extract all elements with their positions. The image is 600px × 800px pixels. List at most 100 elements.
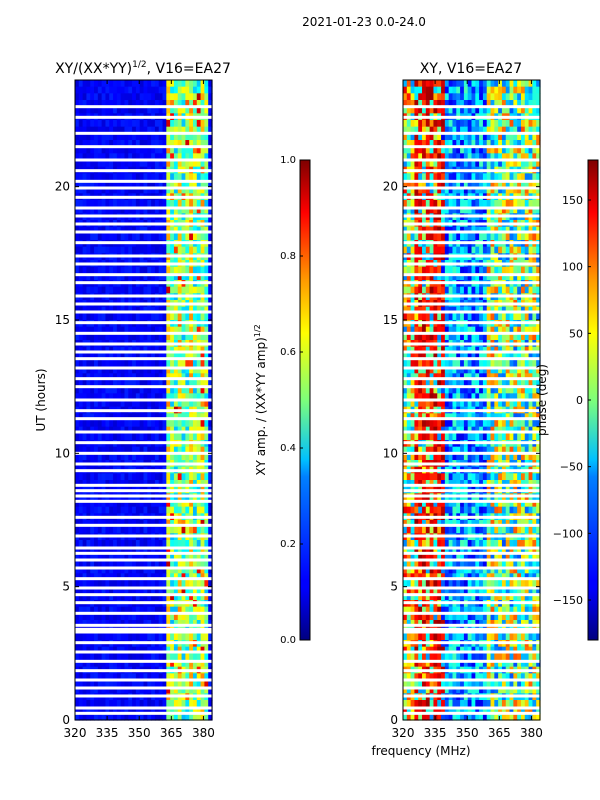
heatmap-cell (170, 120, 175, 128)
heatmap-cell (166, 386, 171, 394)
heatmap-cell (498, 273, 503, 281)
heatmap-cell (456, 333, 461, 341)
heatmap-cell (143, 80, 148, 88)
flagged-row (75, 499, 212, 503)
heatmap-cell (132, 186, 137, 194)
heatmap-cell (113, 126, 118, 134)
heatmap-cell (490, 80, 495, 88)
flagged-row (75, 462, 212, 466)
heatmap-cell (154, 153, 160, 161)
heatmap-cell (185, 326, 190, 334)
heatmap-cell (422, 153, 427, 161)
heatmap-cell (158, 700, 164, 708)
heatmap-cell (147, 233, 152, 241)
heatmap-cell (429, 286, 435, 294)
heatmap-cell (536, 173, 541, 181)
heatmap-cell (177, 546, 183, 554)
heatmap-cell (498, 206, 503, 214)
heatmap-cell (158, 566, 164, 574)
heatmap-cell (403, 86, 408, 94)
heatmap-cell (208, 686, 213, 694)
heatmap-cell (116, 100, 122, 108)
heatmap-cell (135, 346, 141, 354)
heatmap-cell (425, 313, 431, 321)
heatmap-cell (135, 313, 141, 321)
heatmap-cell (536, 133, 541, 141)
heatmap-cell (528, 80, 533, 88)
heatmap-cell (425, 286, 431, 294)
heatmap-cell (105, 386, 110, 394)
heatmap-cell (200, 326, 205, 334)
heatmap-cell (444, 160, 450, 168)
heatmap-cell (494, 126, 499, 134)
heatmap-cell (135, 286, 141, 294)
heatmap-cell (208, 706, 213, 714)
heatmap-cell (82, 606, 88, 614)
flagged-row (75, 694, 212, 698)
heatmap-cell (200, 333, 205, 341)
heatmap-cell (113, 586, 118, 594)
heatmap-cell (101, 200, 107, 208)
heatmap-cell (101, 500, 107, 508)
heatmap-cell (90, 673, 95, 681)
heatmap-cell (448, 146, 454, 154)
heatmap-cell (200, 420, 205, 428)
heatmap-cell (189, 366, 194, 374)
heatmap-cell (97, 573, 103, 581)
heatmap-cell (177, 646, 183, 654)
heatmap-cell (113, 613, 118, 621)
flagged-row (75, 342, 212, 346)
heatmap-cell (433, 333, 438, 341)
heatmap-cell (151, 446, 156, 454)
heatmap-cell (147, 573, 152, 581)
heatmap-cell (90, 333, 95, 341)
heatmap-cell (109, 380, 114, 388)
heatmap-cell (109, 613, 114, 621)
heatmap-cell (448, 333, 454, 341)
heatmap-cell (90, 653, 95, 661)
heatmap-cell (460, 106, 465, 114)
heatmap-cell (166, 660, 171, 668)
heatmap-cell (208, 580, 213, 588)
heatmap-cell (86, 586, 91, 594)
heatmap-cell (78, 126, 84, 134)
heatmap-cell (75, 286, 80, 294)
heatmap-cell (204, 680, 209, 688)
heatmap-cell (192, 680, 198, 688)
heatmap-cell (78, 520, 84, 528)
heatmap-cell (147, 133, 152, 141)
heatmap-cell (403, 140, 408, 148)
heatmap-cell (524, 313, 530, 321)
heatmap-cell (505, 180, 511, 188)
heatmap-cell (101, 380, 107, 388)
heatmap-cell (467, 286, 473, 294)
heatmap-cell (437, 86, 442, 94)
heatmap-cell (536, 313, 541, 321)
heatmap-cell (517, 333, 522, 341)
heatmap-cell (177, 386, 183, 394)
heatmap-cell (75, 200, 80, 208)
flagged-row (75, 302, 212, 306)
heatmap-cell (509, 200, 514, 208)
heatmap-cell (208, 573, 213, 581)
heatmap-cell (105, 93, 110, 101)
heatmap-cell (139, 573, 145, 581)
heatmap-cell (437, 273, 442, 281)
heatmap-cell (463, 173, 469, 181)
heatmap-cell (444, 233, 450, 241)
heatmap-cell (208, 506, 213, 514)
heatmap-cell (196, 680, 202, 688)
heatmap-cell (97, 360, 103, 368)
heatmap-cell (154, 380, 160, 388)
heatmap-cell (505, 146, 511, 154)
heatmap-cell (75, 706, 80, 714)
heatmap-cell (90, 500, 95, 508)
heatmap-cell (166, 713, 171, 721)
heatmap-cell (406, 140, 412, 148)
heatmap-cell (147, 93, 152, 101)
heatmap-cell (151, 373, 156, 381)
heatmap-cell (532, 200, 537, 208)
heatmap-cell (158, 433, 164, 441)
heatmap-cell (208, 566, 213, 574)
flagged-row (75, 377, 212, 381)
